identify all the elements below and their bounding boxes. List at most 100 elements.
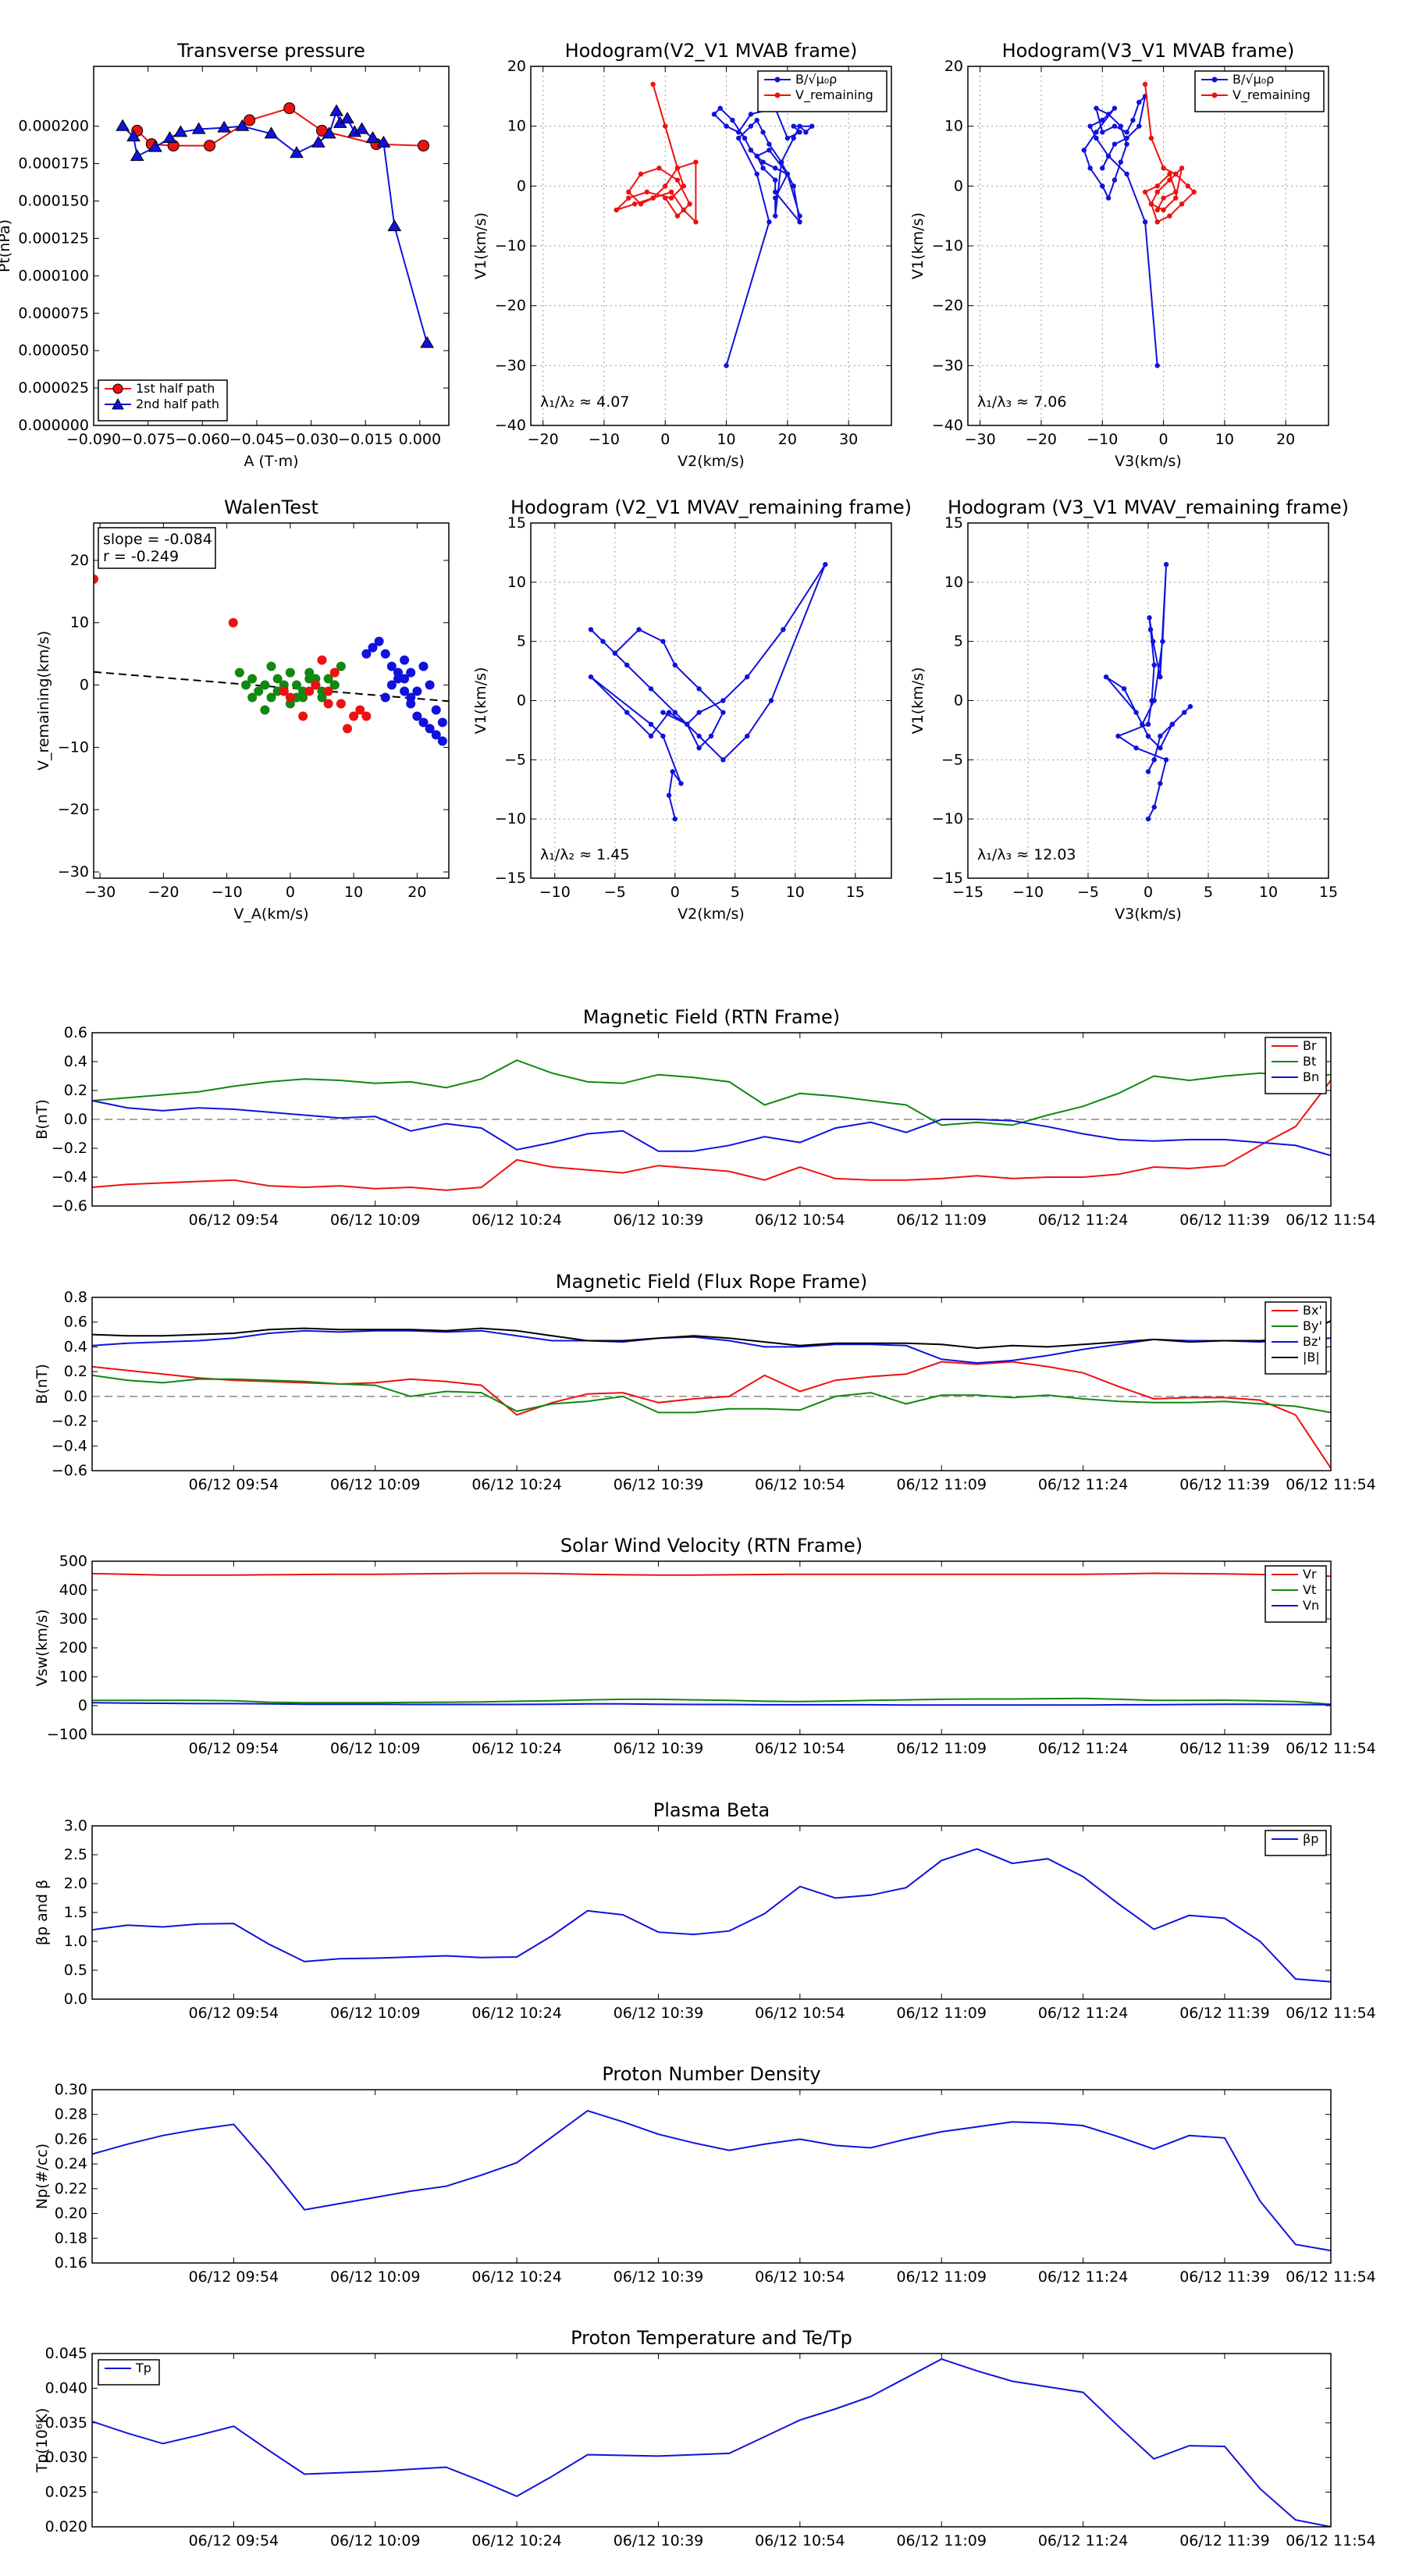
data-point [685, 721, 690, 728]
data-point [663, 183, 668, 189]
x-tick-label: 06/12 11:39 [1179, 1476, 1270, 1493]
data-point [748, 123, 754, 129]
x-tick-label: 10 [717, 431, 735, 448]
data-point [1151, 698, 1157, 703]
x-tick-label: 06/12 10:24 [471, 1212, 562, 1229]
data-point [304, 667, 315, 678]
series-line-br [92, 1080, 1331, 1191]
data-point [1105, 112, 1112, 117]
y-tick-label: 10 [944, 118, 963, 135]
y-tick-label: 0 [954, 692, 963, 710]
data-point [687, 201, 692, 207]
plot-background [92, 2354, 1331, 2527]
legend-label: Vr [1303, 1567, 1317, 1582]
data-point [624, 710, 630, 715]
x-tick-label: 06/12 11:09 [896, 1740, 987, 1757]
x-tick-label: −10 [1012, 884, 1044, 901]
data-point [247, 692, 258, 703]
x-tick-label: 06/12 11:54 [1286, 1740, 1376, 1757]
data-point [228, 617, 238, 628]
data-point [674, 177, 681, 183]
data-point [1179, 165, 1185, 171]
series-line-vr [92, 1572, 1331, 1578]
data-point [724, 363, 729, 368]
legend-label: Tp [135, 2361, 151, 2375]
data-point [681, 183, 686, 189]
annotation: λ₁/λ₂ ≈ 4.07 [540, 393, 629, 411]
chart-p11: Proton Number Density 0.16 0.18 0.20 0.22 0.2… [34, 2063, 1376, 2286]
x-tick-label: −5 [604, 884, 626, 901]
data-point [1147, 615, 1152, 621]
x-tick-label: 06/12 10:24 [471, 2268, 562, 2286]
data-point [693, 219, 699, 225]
chart-p9: Solar Wind Velocity (RTN Frame) −100 0 100 2… [34, 1535, 1376, 1757]
data-point [162, 131, 177, 144]
y-tick-label: 3.0 [64, 1817, 87, 1834]
chart-p4: WalenTest −30 −20 −10 0 10 20 −30 −20 −10 0 10 20 V_A… [35, 496, 450, 923]
data-point [272, 674, 283, 684]
data-point [1094, 135, 1099, 141]
data-point [720, 698, 726, 703]
chart-title: Plasma Beta [653, 1799, 770, 1821]
series-line-tp [92, 2358, 1331, 2527]
x-tick-label: 06/12 10:54 [755, 2532, 845, 2549]
x-tick-label: 06/12 11:54 [1286, 2005, 1376, 2022]
y-tick-label: 200 [59, 1639, 87, 1656]
data-point [791, 123, 796, 129]
data-point [767, 219, 772, 225]
data-point [126, 130, 140, 142]
x-tick-label: 06/12 11:54 [1286, 1212, 1376, 1229]
data-point [588, 627, 594, 632]
data-layer [92, 1059, 1331, 1191]
y-tick-label: 0.025 [45, 2484, 87, 2501]
data-point [173, 125, 188, 137]
x-axis-label: A (T·m) [244, 453, 298, 470]
data-layer [116, 102, 435, 348]
data-point [696, 733, 702, 739]
data-point [244, 114, 256, 126]
chart-title: Magnetic Field (Flux Rope Frame) [556, 1271, 867, 1293]
data-point [1167, 213, 1172, 219]
chart-title: Proton Number Density [602, 2063, 820, 2085]
legend-marker [774, 76, 781, 83]
series-line-b [92, 1320, 1331, 1350]
plot-frame [93, 66, 450, 426]
x-tick-label: 06/12 11:39 [1179, 1212, 1270, 1229]
data-point [387, 219, 402, 232]
x-axis-label: V2(km/s) [678, 453, 745, 470]
legend-box [98, 2359, 160, 2386]
x-tick-label: 06/12 10:09 [330, 2005, 421, 2022]
y-tick-label: 0.000000 [18, 417, 89, 434]
y-tick-label: −10 [932, 810, 963, 827]
y-axis-label: Np(#/cc) [34, 2144, 51, 2209]
legend-label: 2nd half path [136, 397, 219, 411]
y-tick-label: 0.6 [64, 1024, 87, 1041]
data-point [666, 710, 672, 715]
data-point [386, 680, 397, 690]
data-point [355, 705, 365, 715]
data-layer [588, 561, 828, 822]
data-point [266, 661, 276, 671]
series-line-p [92, 1848, 1331, 1983]
data-layer [92, 2109, 1331, 2252]
data-point [1136, 99, 1142, 105]
data-point [1151, 662, 1157, 668]
data-point [803, 130, 809, 135]
y-axis-label: V_remaining(km/s) [35, 631, 52, 770]
x-tick-label: −30 [84, 884, 116, 901]
plot-frame [91, 1297, 1332, 1471]
data-point [626, 195, 631, 201]
data-point [437, 717, 447, 728]
data-point [361, 649, 372, 659]
data-point [336, 661, 346, 671]
chart-title: WalenTest [224, 496, 318, 518]
data-point [1147, 627, 1154, 632]
y-tick-label: 5 [954, 633, 963, 650]
y-tick-label: 0.8 [64, 1289, 87, 1306]
plot-frame [91, 1032, 1332, 1207]
y-axis-label: Pt(nPa) [0, 219, 13, 272]
x-tick-label: 20 [407, 884, 426, 901]
data-point [1124, 130, 1129, 135]
data-point [400, 655, 410, 665]
